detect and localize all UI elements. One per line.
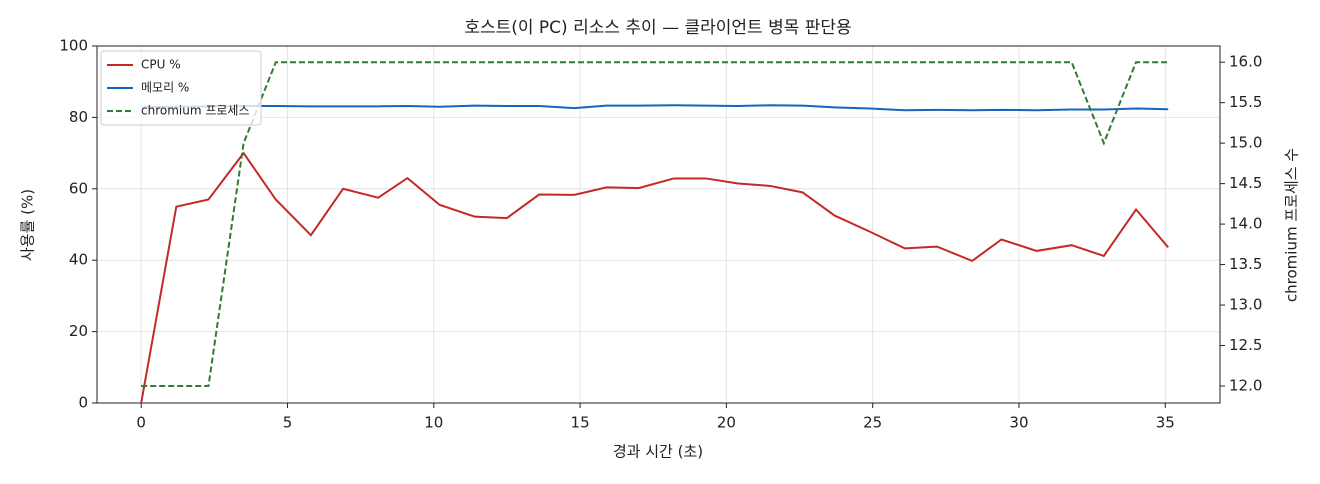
x-tick-label: 30 bbox=[1009, 414, 1028, 432]
x-tick-label: 15 bbox=[571, 414, 590, 432]
y-tick-label: 40 bbox=[69, 251, 88, 269]
x-tick-label: 0 bbox=[136, 414, 146, 432]
y2-tick-label: 14.0 bbox=[1229, 215, 1262, 233]
x-axis-label: 경과 시간 (초) bbox=[613, 443, 703, 461]
y2-tick-label: 15.0 bbox=[1229, 134, 1262, 152]
y-tick-label: 60 bbox=[69, 179, 88, 197]
y-tick-label: 80 bbox=[69, 108, 88, 126]
x-tick-label: 10 bbox=[424, 414, 443, 432]
y2-axis-label: chromium 프로세스 수 bbox=[1283, 148, 1301, 302]
legend-label: chromium 프로세스 bbox=[141, 104, 250, 118]
x-tick-label: 20 bbox=[717, 414, 736, 432]
y2-tick-label: 15.5 bbox=[1229, 93, 1262, 111]
legend-box bbox=[100, 50, 262, 126]
x-tick-label: 25 bbox=[863, 414, 882, 432]
chart-title: 호스트(이 PC) 리소스 추이 — 클라이언트 병목 판단용 bbox=[464, 18, 851, 38]
y2-tick-label: 12.0 bbox=[1229, 377, 1262, 395]
y-tick-label: 20 bbox=[69, 322, 88, 340]
y2-tick-label: 14.5 bbox=[1229, 174, 1262, 192]
x-tick-label: 5 bbox=[283, 414, 293, 432]
series-line bbox=[141, 61, 1169, 387]
series-line bbox=[141, 104, 1169, 112]
y2-tick-label: 16.0 bbox=[1229, 53, 1262, 71]
y2-tick-label: 13.0 bbox=[1229, 296, 1262, 314]
y2-tick-label: 13.5 bbox=[1229, 255, 1262, 273]
series-line bbox=[140, 151, 1169, 404]
y-tick-label: 0 bbox=[78, 394, 88, 412]
plot-frame bbox=[96, 45, 1221, 404]
y-tick-label: 100 bbox=[59, 37, 88, 55]
x-tick-label: 35 bbox=[1156, 414, 1175, 432]
legend-label: CPU % bbox=[141, 58, 181, 72]
y-axis-label: 사용률 (%) bbox=[19, 189, 37, 261]
y2-tick-label: 12.5 bbox=[1229, 336, 1262, 354]
legend-label: 메모리 % bbox=[141, 81, 189, 95]
